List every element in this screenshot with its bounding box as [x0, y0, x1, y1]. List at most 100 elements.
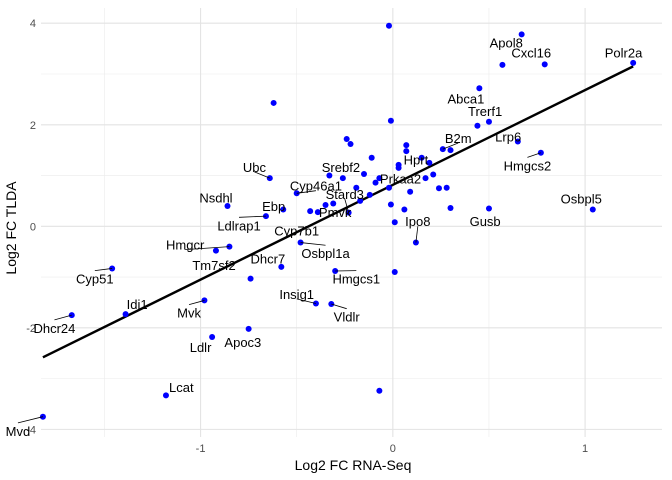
point-label: Ldlr [190, 340, 212, 355]
data-point [499, 61, 506, 68]
label-leader-line [254, 171, 270, 179]
data-point [514, 138, 521, 145]
minor-gridlines [41, 8, 662, 437]
data-point [426, 159, 433, 166]
point-label: Hprt [404, 152, 429, 167]
data-point [443, 184, 450, 191]
data-point [366, 191, 373, 198]
data-point [391, 219, 398, 226]
data-point [224, 203, 231, 209]
x-tick-label: 0 [390, 443, 396, 455]
y-tick-label: 2 [30, 120, 36, 132]
label-leader-line [17, 416, 44, 424]
point-label: Abca1 [447, 91, 484, 106]
point-label: Tm7sf2 [192, 258, 235, 273]
data-point [387, 201, 394, 208]
label-leader-line [239, 215, 266, 218]
point-label: Cyp46a1 [290, 179, 342, 194]
point-label: Hmgcs2 [504, 158, 552, 173]
data-point [343, 135, 350, 142]
label-leader-line [54, 314, 72, 321]
point-label: Polr2a [605, 46, 643, 61]
point-label: Dhcr7 [251, 251, 286, 266]
data-point [518, 31, 525, 38]
point-label: Osbpl1a [301, 246, 350, 261]
point-label: Cyp51 [76, 272, 114, 287]
data-point [245, 325, 252, 332]
point-label: Hmgcr [166, 238, 205, 253]
data-points [39, 22, 637, 420]
regression-line-group [42, 65, 634, 359]
data-point [326, 172, 333, 179]
data-point [330, 200, 337, 207]
regression-line [42, 65, 634, 359]
point-label: Prkaa2 [380, 172, 421, 187]
point-label: Gusb [470, 214, 501, 229]
point-label: Cxcl16 [511, 46, 551, 61]
data-point [209, 333, 216, 340]
data-point [280, 206, 287, 213]
point-label: Insig1 [279, 287, 314, 302]
data-point [368, 154, 375, 161]
label-leader-line [296, 190, 316, 194]
data-point [385, 184, 392, 191]
data-point [270, 99, 277, 106]
point-label: Apol8 [490, 36, 523, 51]
data-point [476, 85, 483, 92]
point-label: Dhcr24 [33, 321, 75, 336]
point-labels: Mvd Dhcr24 Cyp51 Idi1 Lcat Mvk Ldlr Apoc3 Nsdhl H… [6, 36, 643, 439]
data-point [391, 269, 398, 275]
y-axis-ticks: -4 -2 0 2 4 [26, 18, 36, 436]
data-point [372, 179, 379, 186]
data-point [347, 141, 354, 148]
data-point [435, 185, 442, 192]
y-tick-label: -4 [26, 424, 36, 436]
data-point [403, 142, 410, 149]
y-axis-title: Log2 FC TLDA [3, 181, 19, 275]
data-point [447, 147, 454, 154]
point-label: Hmgcs1 [332, 272, 380, 287]
data-point [162, 392, 169, 399]
data-point [376, 175, 383, 182]
data-point [353, 184, 360, 191]
label-leader-line [296, 298, 317, 304]
label-leader-line [344, 198, 350, 213]
data-point [357, 197, 364, 204]
data-point [122, 311, 129, 318]
major-gridlines [41, 8, 662, 437]
data-point [212, 247, 219, 254]
data-point [485, 205, 492, 212]
label-leader-line [442, 142, 459, 150]
data-point [385, 22, 392, 29]
data-point [541, 61, 548, 68]
point-label: B2m [445, 131, 472, 146]
point-label: Lrp6 [495, 129, 521, 144]
point-label: Lcat [169, 380, 194, 395]
data-point [314, 209, 321, 216]
x-tick-label: 1 [582, 443, 588, 455]
label-leader-line [527, 152, 542, 158]
point-label: Ubc [243, 160, 267, 175]
data-point [447, 205, 454, 212]
data-point [360, 171, 367, 178]
point-label: Cyp7b1 [274, 223, 319, 238]
label-leader-line [300, 242, 326, 246]
data-point [387, 117, 394, 124]
data-point [247, 275, 254, 282]
point-label: Idi1 [127, 297, 148, 312]
data-point [307, 208, 314, 215]
data-point [589, 206, 596, 213]
point-label: Pmvk [319, 205, 352, 220]
point-label: Stard3 [326, 187, 364, 202]
point-label: Osbpl5 [561, 191, 602, 206]
y-tick-label: 0 [30, 221, 36, 233]
label-leader-lines [17, 142, 542, 424]
data-point [403, 148, 410, 155]
x-axis-title: Log2 FC RNA-Seq [295, 457, 412, 473]
point-label: Ldlrap1 [217, 218, 260, 233]
point-label: Nsdhl [199, 190, 232, 205]
data-point [395, 161, 402, 168]
label-leader-line [94, 268, 113, 272]
data-point [474, 122, 481, 129]
